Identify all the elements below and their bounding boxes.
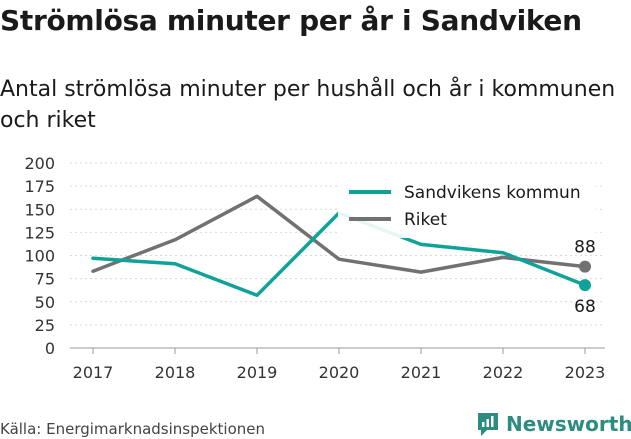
x-tick-label: 2018: [155, 363, 196, 382]
end-labels: 68 88: [574, 238, 596, 318]
x-tick-label: 2017: [73, 363, 114, 382]
end-value-label: 88: [574, 238, 596, 258]
legend-label: Riket: [404, 210, 447, 230]
chart-subtitle: Antal strömlösa minuter per hushåll och …: [0, 77, 616, 133]
y-tick-label: 175: [24, 177, 55, 196]
legend: Sandvikens kommun Riket: [338, 176, 596, 238]
y-tick-label: 100: [24, 247, 55, 266]
y-axis-ticks: 0 25 50 75 100 125 150 175 200: [24, 154, 55, 358]
brand: Newsworthy: [476, 410, 631, 438]
y-tick-label: 75: [35, 270, 55, 289]
y-tick-label: 25: [35, 316, 55, 335]
x-tick-label: 2021: [401, 363, 442, 382]
x-tick-label: 2022: [483, 363, 524, 382]
x-tick-label: 2020: [319, 363, 360, 382]
legend-background: [338, 176, 596, 238]
source-note: Källa: Energimarknadsinspektionen: [0, 420, 266, 438]
x-tick-label: 2019: [237, 363, 278, 382]
series-line-riket: [91, 194, 587, 274]
end-point-riket: [579, 260, 591, 273]
x-axis-ticks: 2017 2018 2019 2020 2021 2022 2023: [73, 348, 606, 382]
end-point-sandvikens-kommun: [579, 279, 591, 292]
brand-name: Newsworthy: [506, 412, 631, 436]
chart-title: Strömlösa minuter per år i Sandviken: [0, 4, 582, 37]
y-tick-label: 150: [24, 200, 55, 219]
y-tick-label: 125: [24, 223, 55, 242]
newsworthy-logo-icon: [478, 413, 498, 436]
x-tick-label: 2023: [565, 363, 606, 382]
y-tick-label: 0: [45, 339, 55, 358]
legend-label: Sandvikens kommun: [404, 183, 581, 203]
end-value-label: 68: [574, 297, 596, 317]
y-tick-label: 50: [35, 293, 55, 312]
y-tick-label: 200: [24, 154, 55, 173]
